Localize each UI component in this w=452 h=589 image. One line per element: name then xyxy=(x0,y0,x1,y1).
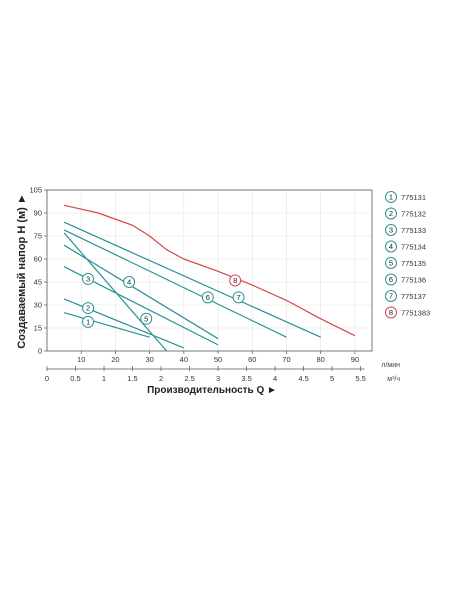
x-tick-label-secondary: 2 xyxy=(159,374,163,383)
x-tick-label-secondary: 4 xyxy=(273,374,277,383)
x-tick-label-secondary: 4.5 xyxy=(298,374,308,383)
y-tick-label: 90 xyxy=(34,209,42,218)
legend-entry-2: 775132 xyxy=(401,209,426,218)
x-unit-secondary: м³/ч xyxy=(387,376,400,383)
series-line-775131 xyxy=(63,312,150,338)
y-tick-label: 30 xyxy=(34,301,42,310)
x-tick-label-primary: 20 xyxy=(111,355,119,364)
legend-entry-3: 775133 xyxy=(401,226,426,235)
legend-marker-4 xyxy=(385,240,397,253)
series-marker-label-6: 6 xyxy=(206,293,210,302)
legend-marker-label-1: 1 xyxy=(389,193,393,202)
legend-entry-4: 775134 xyxy=(401,242,426,251)
x-tick-label-primary: 40 xyxy=(180,355,188,364)
y-tick-label: 15 xyxy=(34,324,42,333)
series-marker-2 xyxy=(82,302,95,315)
x-tick-label-secondary: 5.5 xyxy=(355,374,365,383)
x-tick-label-primary: 70 xyxy=(282,355,290,364)
x-tick-label-secondary: 2.5 xyxy=(184,374,194,383)
series-line-7751383 xyxy=(63,204,356,337)
series-marker-label-4: 4 xyxy=(127,278,131,287)
series-marker-6 xyxy=(201,291,214,304)
x-tick-label-secondary: 1 xyxy=(102,374,106,383)
legend-marker-label-8: 8 xyxy=(389,308,393,317)
plot-frame xyxy=(46,189,373,352)
series-marker-4 xyxy=(123,276,136,288)
legend-entry-5: 775135 xyxy=(401,259,426,268)
legend-marker-7 xyxy=(385,290,397,302)
series-marker-label-5: 5 xyxy=(144,314,148,323)
legend-entry-7: 775137 xyxy=(401,292,426,301)
y-tick-label: 0 xyxy=(38,347,42,356)
y-tick-label: 60 xyxy=(34,255,42,264)
legend-marker-2 xyxy=(385,207,397,220)
x-tick-label-primary: 80 xyxy=(317,355,325,364)
legend-marker-label-5: 5 xyxy=(389,259,393,268)
legend-entry-6: 775136 xyxy=(401,275,426,284)
series-marker-3 xyxy=(82,272,95,285)
legend-marker-1 xyxy=(385,191,397,203)
legend-marker-label-6: 6 xyxy=(389,275,393,284)
series-marker-label-7: 7 xyxy=(236,293,240,302)
x-tick-label-primary: 90 xyxy=(351,355,359,364)
legend-marker-label-4: 4 xyxy=(389,242,393,251)
y-tick-label: 75 xyxy=(34,232,42,241)
x-tick-label-secondary: 3.5 xyxy=(241,374,251,383)
x-unit-primary: л/мин xyxy=(381,362,400,369)
legend-marker-label-3: 3 xyxy=(389,226,393,235)
series-marker-8 xyxy=(229,274,242,287)
series-line-775137 xyxy=(63,221,321,338)
x-tick-label-secondary: 5 xyxy=(330,374,334,383)
series-marker-label-3: 3 xyxy=(86,275,90,284)
x-tick-label-secondary: 3 xyxy=(216,374,220,383)
grid-layer xyxy=(47,190,372,351)
series-marker-label-2: 2 xyxy=(86,304,90,313)
series-marker-label-8: 8 xyxy=(233,276,237,285)
series-marker-7 xyxy=(232,291,245,304)
legend-entry-8: 7751383 xyxy=(401,308,430,317)
series-line-775135 xyxy=(63,244,219,340)
x-tick-label-primary: 50 xyxy=(214,355,222,364)
series-marker-1 xyxy=(82,315,95,328)
legend-marker-3 xyxy=(385,224,397,236)
x-tick-label-primary: 30 xyxy=(145,355,153,364)
series-marker-5 xyxy=(140,312,153,325)
legend-entry-1: 775131 xyxy=(401,193,426,202)
x-tick-label-primary: 60 xyxy=(248,355,256,364)
y-tick-label: 45 xyxy=(34,278,42,287)
series-line-775133 xyxy=(63,232,168,352)
legend-marker-label-7: 7 xyxy=(389,292,393,301)
series-layer xyxy=(63,204,356,352)
x-tick-label-secondary: 0 xyxy=(45,374,49,383)
series-marker-label-1: 1 xyxy=(86,317,90,326)
x-tick-label-secondary: 0.5 xyxy=(70,374,80,383)
x-tick-label-secondary: 1.5 xyxy=(127,374,137,383)
legend-marker-8 xyxy=(385,306,397,319)
y-tick-label: 105 xyxy=(29,186,42,195)
legend-layer: 1 775131 2 775132 3 775133 4 775134 5 775135 6 7751… xyxy=(385,191,430,319)
x-tick-label-primary: 10 xyxy=(77,355,85,364)
marker-layer: 1 2 3 4 5 6 7 8 xyxy=(82,272,245,328)
legend-marker-label-2: 2 xyxy=(389,209,393,218)
series-line-775132 xyxy=(63,298,185,349)
x-axis-title: Производительность Q ► xyxy=(147,385,277,396)
series-line-775136 xyxy=(63,229,287,338)
legend-marker-6 xyxy=(385,273,397,286)
y-axis-title: Создаваемый напор H (м) ► xyxy=(16,193,28,348)
legend-marker-5 xyxy=(385,257,397,269)
